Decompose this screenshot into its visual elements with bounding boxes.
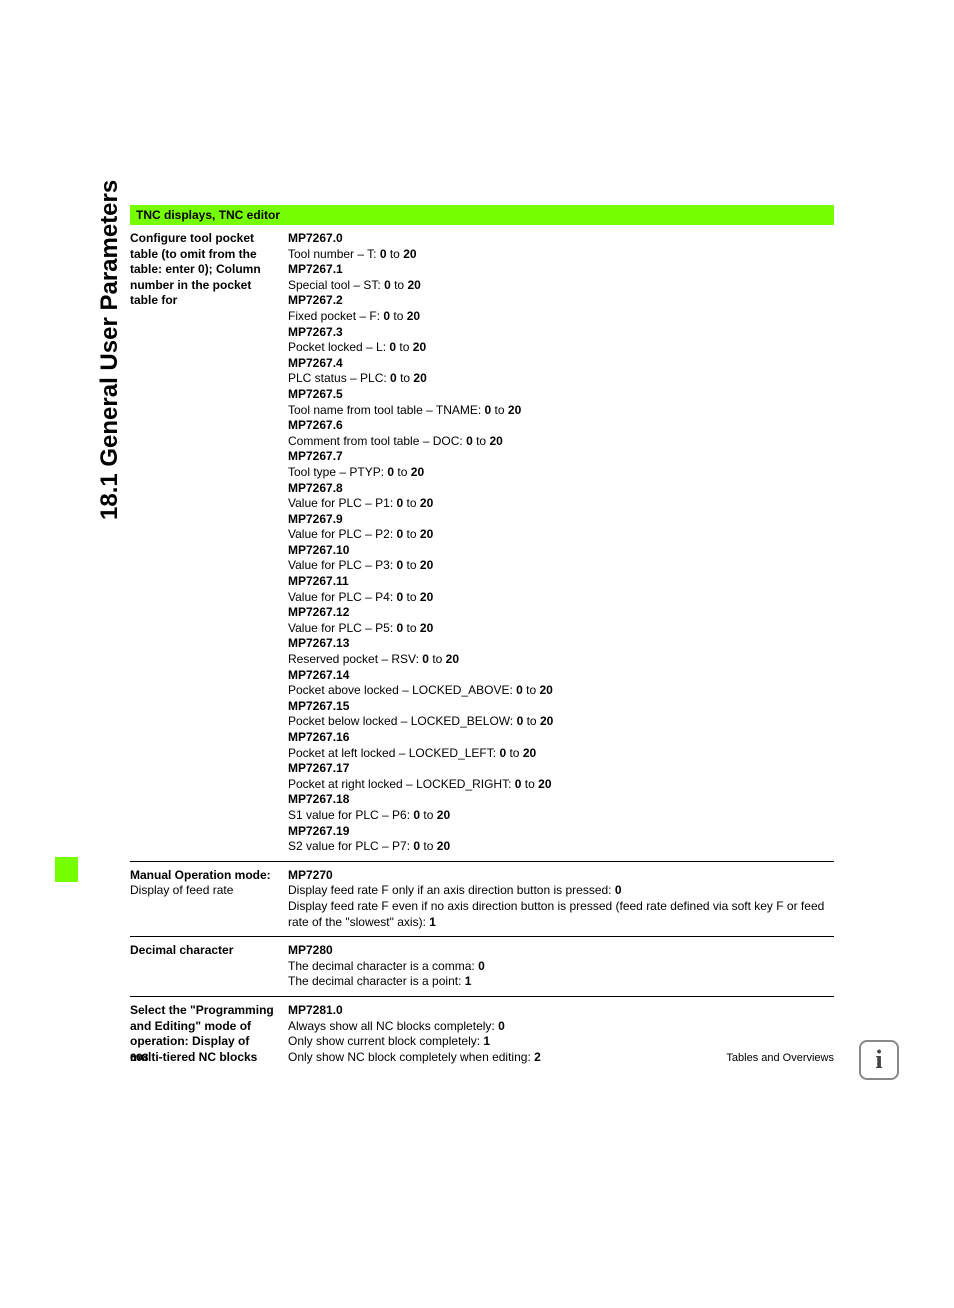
parameter-description: Value for PLC – P3: 0 to 20 — [288, 558, 834, 574]
table-header: TNC displays, TNC editor — [130, 205, 834, 225]
parameter-code: MP7267.0 — [288, 231, 834, 247]
parameter-code: MP7267.1 — [288, 262, 834, 278]
parameter-code: MP7267.9 — [288, 512, 834, 528]
parameter-description: Pocket at left locked – LOCKED_LEFT: 0 t… — [288, 746, 834, 762]
parameter-description: S2 value for PLC – P7: 0 to 20 — [288, 839, 834, 855]
parameter-description: Value for PLC – P1: 0 to 20 — [288, 496, 834, 512]
parameter-code: MP7267.7 — [288, 449, 834, 465]
parameter-code: MP7267.19 — [288, 824, 834, 840]
parameter-table: TNC displays, TNC editor Configure tool … — [130, 205, 834, 1071]
section-side-title: 18.1 General User Parameters — [96, 180, 124, 520]
parameter-code: MP7267.16 — [288, 730, 834, 746]
parameter-description: Comment from tool table – DOC: 0 to 20 — [288, 434, 834, 450]
parameter-description: Fixed pocket – F: 0 to 20 — [288, 309, 834, 325]
parameter-description: Special tool – ST: 0 to 20 — [288, 278, 834, 294]
parameter-code: MP7267.4 — [288, 356, 834, 372]
parameter-code: MP7267.17 — [288, 761, 834, 777]
parameter-description: Value for PLC – P4: 0 to 20 — [288, 590, 834, 606]
parameter-code: MP7267.13 — [288, 636, 834, 652]
info-icon: i — [859, 1040, 899, 1080]
parameter-description: Value for PLC – P2: 0 to 20 — [288, 527, 834, 543]
parameter-code: MP7267.15 — [288, 699, 834, 715]
row-content: MP7270Display feed rate F only if an axi… — [288, 868, 834, 930]
table-row: Decimal characterMP7280The decimal chara… — [130, 937, 834, 997]
parameter-description: Pocket below locked – LOCKED_BELOW: 0 to… — [288, 714, 834, 730]
parameter-description: Pocket above locked – LOCKED_ABOVE: 0 to… — [288, 683, 834, 699]
parameter-code: MP7267.18 — [288, 792, 834, 808]
table-row: Configure tool pocket table (to omit fro… — [130, 225, 834, 862]
parameter-description: Pocket locked – L: 0 to 20 — [288, 340, 834, 356]
row-label: Manual Operation mode: Display of feed r… — [130, 868, 288, 930]
parameter-description: Tool type – PTYP: 0 to 20 — [288, 465, 834, 481]
row-label: Decimal character — [130, 943, 288, 990]
parameter-description: Tool name from tool table – TNAME: 0 to … — [288, 403, 834, 419]
parameter-code: MP7267.10 — [288, 543, 834, 559]
parameter-code: MP7267.12 — [288, 605, 834, 621]
footer-chapter-title: Tables and Overviews — [726, 1052, 834, 1064]
row-label: Configure tool pocket table (to omit fro… — [130, 231, 288, 855]
parameter-description: Reserved pocket – RSV: 0 to 20 — [288, 652, 834, 668]
parameter-code: MP7267.14 — [288, 668, 834, 684]
row-content: MP7280The decimal character is a comma: … — [288, 943, 834, 990]
row-label: Select the "Programming and Editing" mod… — [130, 1003, 288, 1065]
parameter-code: MP7267.11 — [288, 574, 834, 590]
parameter-description: Tool number – T: 0 to 20 — [288, 247, 834, 263]
parameter-code: MP7280 — [288, 943, 834, 959]
parameter-code: MP7267.8 — [288, 481, 834, 497]
row-content: MP7267.0Tool number – T: 0 to 20MP7267.1… — [288, 231, 834, 855]
parameter-description: The decimal character is a comma: 0The d… — [288, 959, 834, 990]
parameter-description: Value for PLC – P5: 0 to 20 — [288, 621, 834, 637]
parameter-description: Display feed rate F only if an axis dire… — [288, 883, 834, 930]
parameter-code: MP7267.5 — [288, 387, 834, 403]
parameter-code: MP7267.2 — [288, 293, 834, 309]
parameter-description: Pocket at right locked – LOCKED_RIGHT: 0… — [288, 777, 834, 793]
parameter-description: S1 value for PLC – P6: 0 to 20 — [288, 808, 834, 824]
page-number: 608 — [130, 1052, 148, 1064]
side-tab-marker — [55, 857, 78, 882]
parameter-code: MP7281.0 — [288, 1003, 834, 1019]
table-row: Manual Operation mode: Display of feed r… — [130, 862, 834, 937]
parameter-code: MP7267.3 — [288, 325, 834, 341]
parameter-code: MP7267.6 — [288, 418, 834, 434]
parameter-code: MP7270 — [288, 868, 834, 884]
parameter-description: PLC status – PLC: 0 to 20 — [288, 371, 834, 387]
